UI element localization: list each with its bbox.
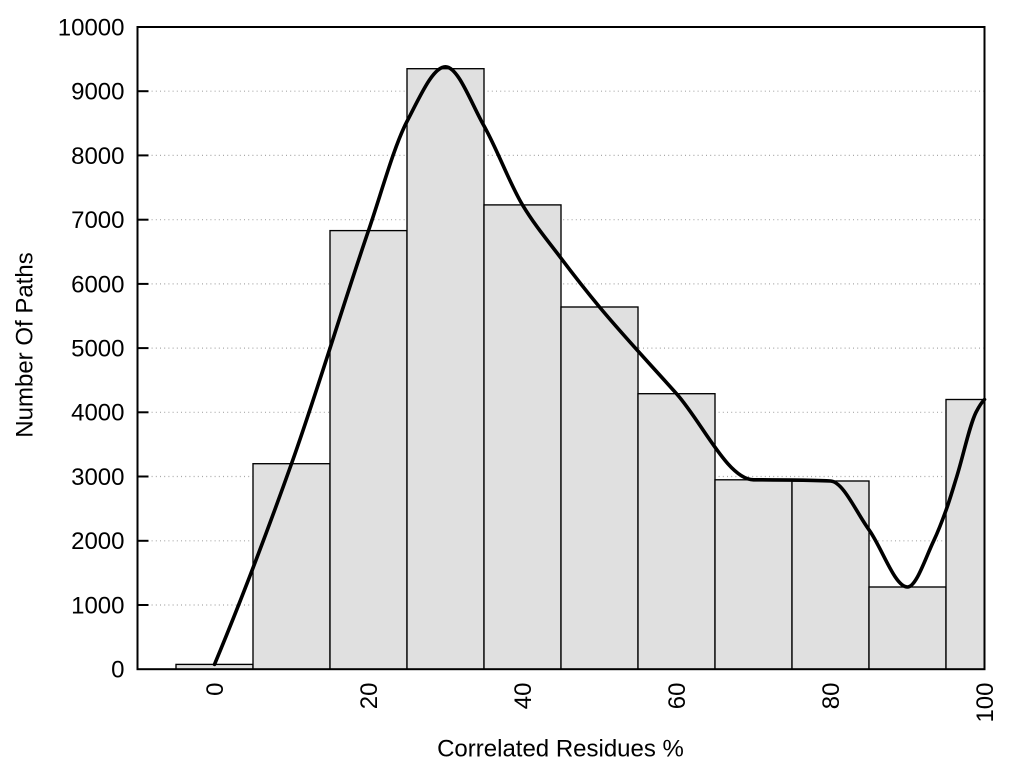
svg-text:7000: 7000 [71,207,124,234]
svg-text:60: 60 [664,683,691,710]
svg-text:80: 80 [818,683,845,710]
svg-text:20: 20 [356,683,383,710]
svg-text:100: 100 [972,683,999,723]
svg-text:8000: 8000 [71,143,124,170]
svg-text:6000: 6000 [71,271,124,298]
svg-text:1000: 1000 [71,592,124,619]
svg-text:Number Of Paths: Number Of Paths [12,252,39,437]
svg-text:2000: 2000 [71,528,124,555]
svg-text:Correlated Residues %: Correlated Residues % [437,736,684,763]
svg-text:0: 0 [202,683,229,696]
svg-text:40: 40 [510,683,537,710]
svg-text:5000: 5000 [71,336,124,363]
svg-text:4000: 4000 [71,400,124,427]
svg-text:10000: 10000 [58,14,125,41]
svg-text:0: 0 [111,657,124,684]
svg-text:9000: 9000 [71,79,124,106]
svg-text:3000: 3000 [71,464,124,491]
